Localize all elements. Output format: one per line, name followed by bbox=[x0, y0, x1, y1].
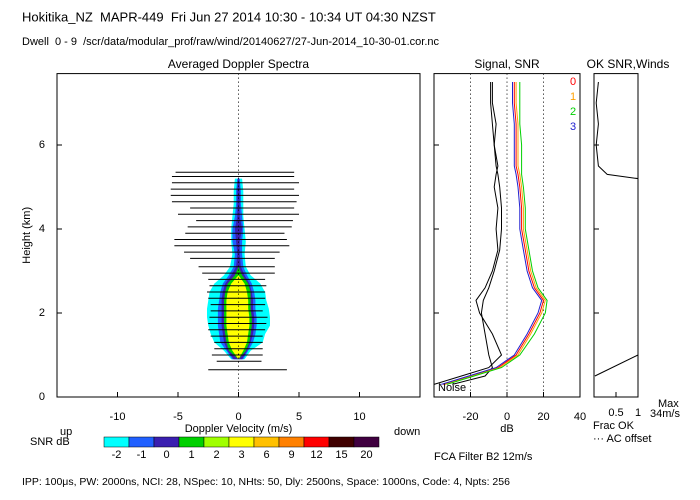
colorbar-cell bbox=[353, 436, 380, 448]
black-line bbox=[433, 82, 503, 385]
params: IPP: 100μs, PW: 2000ns, NCI: 28, NSpec: … bbox=[22, 476, 510, 488]
colorbar-cell bbox=[128, 436, 155, 448]
legend-entry: 3 bbox=[570, 121, 576, 133]
colorbar-tick: -1 bbox=[137, 449, 147, 461]
black-line bbox=[452, 82, 502, 385]
colorbar-cell bbox=[278, 436, 305, 448]
colorbar-cell bbox=[153, 436, 180, 448]
x-tick-label: 5 bbox=[296, 411, 302, 423]
colorbar-tick: 12 bbox=[310, 449, 322, 461]
x-tick-label: 10 bbox=[353, 411, 365, 423]
colorbar-tick: 0 bbox=[163, 449, 169, 461]
x-tick-label: 0 bbox=[235, 411, 241, 423]
x-tick-label: -5 bbox=[173, 411, 183, 423]
x-tick-label: -10 bbox=[110, 411, 126, 423]
snr-line bbox=[442, 82, 545, 385]
max-value: 34m/s bbox=[650, 408, 680, 420]
x-tick-label: 0.5 bbox=[608, 407, 623, 419]
colorbar-label: SNR dB bbox=[30, 436, 70, 448]
filter-note: FCA Filter B2 12m/s bbox=[434, 451, 533, 463]
colorbar-cell bbox=[228, 436, 255, 448]
colorbar-tick: 2 bbox=[213, 449, 219, 461]
axes-frame bbox=[56, 73, 421, 398]
snr-line bbox=[444, 82, 546, 385]
x-tick-label: -20 bbox=[463, 411, 479, 423]
colorbar-tick: 9 bbox=[288, 449, 294, 461]
colorbar-cell bbox=[103, 436, 130, 448]
colorbar-tick: 1 bbox=[188, 449, 194, 461]
x-label: Frac OK bbox=[593, 420, 635, 432]
colorbar-cell bbox=[178, 436, 205, 448]
legend-entry: 2 bbox=[570, 106, 576, 118]
colorbar-cell bbox=[203, 436, 230, 448]
panel-title: Signal, SNR bbox=[474, 57, 540, 71]
page-subtitle: Dwell 0 - 9 /scr/data/modular_prof/raw/w… bbox=[22, 36, 440, 48]
colorbar-tick: 3 bbox=[238, 449, 244, 461]
y-label: Height (km) bbox=[21, 207, 33, 264]
x-tick-label: 1 bbox=[635, 407, 641, 419]
axes-frame bbox=[593, 73, 639, 398]
x-tick-label: 20 bbox=[537, 411, 549, 423]
colorbar-cell bbox=[253, 436, 280, 448]
colorbar-tick: 6 bbox=[263, 449, 269, 461]
legend-entry: 1 bbox=[570, 91, 576, 103]
page-title: Hokitika_NZ MAPR-449 Fri Jun 27 2014 10:… bbox=[22, 9, 436, 24]
y-tick-label: 2 bbox=[39, 307, 45, 319]
down-label: down bbox=[394, 426, 420, 438]
snr-line bbox=[446, 82, 548, 385]
x-tick-label: 0 bbox=[504, 411, 510, 423]
colorbar-cell bbox=[303, 436, 330, 448]
max-label: Max bbox=[658, 398, 679, 410]
axes-frame bbox=[433, 73, 581, 398]
colorbar-cell bbox=[328, 436, 355, 448]
colorbar-tick: 20 bbox=[360, 449, 372, 461]
frac-ok-line bbox=[594, 81, 639, 377]
x-label: dB bbox=[500, 423, 513, 435]
noise-label: Noise bbox=[438, 382, 466, 394]
y-tick-label: 6 bbox=[39, 139, 45, 151]
colorbar-tick: -2 bbox=[112, 449, 122, 461]
legend-entry: 0 bbox=[570, 76, 576, 88]
panel-title: OK SNR,Winds bbox=[587, 57, 670, 71]
panel-title: Averaged Doppler Spectra bbox=[168, 57, 310, 71]
y-tick-label: 4 bbox=[39, 223, 45, 235]
x-label: Doppler Velocity (m/s) bbox=[185, 423, 293, 435]
x-tick-label: 40 bbox=[574, 411, 586, 423]
up-label: up bbox=[60, 426, 72, 438]
contour bbox=[226, 178, 250, 360]
y-tick-label: 0 bbox=[39, 391, 45, 403]
ac-offset: ··· AC offset bbox=[593, 433, 651, 445]
snr-line bbox=[441, 82, 543, 385]
colorbar-tick: 15 bbox=[335, 449, 347, 461]
